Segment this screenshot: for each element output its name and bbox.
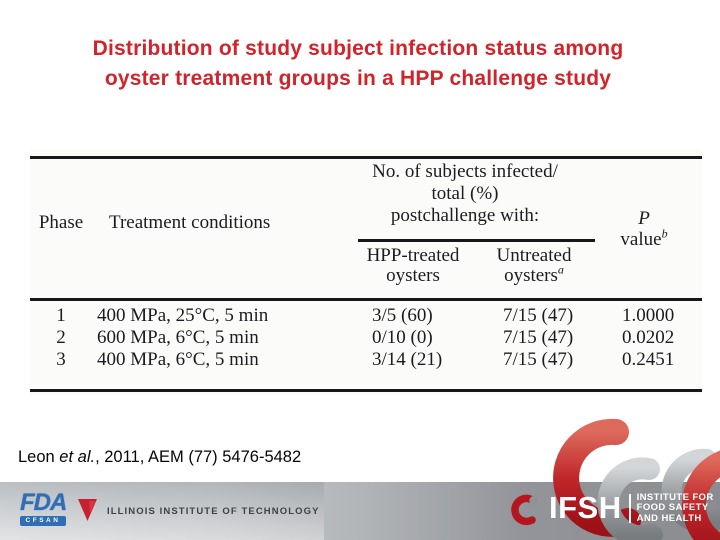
- citation-et-al: et al.: [59, 448, 96, 466]
- slide-title-line2: oyster treatment groups in a HPP challen…: [104, 67, 612, 90]
- p-header-symbol: P: [638, 208, 650, 229]
- hpp-header-line1: HPP-treated: [366, 245, 460, 266]
- ifsh-divider: [628, 493, 631, 523]
- table-cell-treatment: 600 MPa, 6°C, 5 min: [97, 327, 259, 348]
- red-swoosh-arc-edge: [682, 451, 720, 540]
- iit-logo-text: ILLINOIS INSTITUTE OF TECHNOLOGY: [107, 505, 320, 517]
- table-cell-treatment: 400 MPa, 6°C, 5 min: [97, 349, 259, 370]
- group-header-line1: No. of subjects infected/: [372, 161, 558, 182]
- cfsan-logo-text: CFSAN: [20, 516, 66, 526]
- ifsh-name-line1: INSTITUTE FOR: [636, 491, 714, 503]
- table-cell-p-value: 1.0000: [622, 305, 675, 326]
- ifsh-name-line2: FOOD SAFETY: [636, 502, 709, 514]
- ifsh-logo: IFSH INSTITUTE FOR FOOD SAFETY AND HEALT…: [505, 487, 714, 529]
- table-cell-hpp: 3/14 (21): [372, 349, 443, 370]
- table-cell-p-value: 0.2451: [622, 349, 675, 370]
- table-rule-header-bottom: [30, 298, 702, 301]
- iit-triangle-icon: [78, 499, 97, 521]
- fda-logo-text: FDA: [20, 489, 67, 516]
- column-header-untreated: Untreated oystersa: [474, 246, 594, 286]
- citation-source: , 2011, AEM (77) 5476-5482: [95, 448, 302, 466]
- iit-logo: ILLINOIS INSTITUTE OF TECHNOLOGY: [78, 498, 320, 522]
- group-header-line2: total (%): [431, 183, 499, 204]
- table-cell-hpp: 0/10 (0): [372, 327, 433, 348]
- hpp-header-line2: oysters: [386, 265, 440, 286]
- table-cell-phase: 3: [56, 349, 66, 370]
- untreated-header-line2: oysters: [504, 265, 558, 286]
- fda-cfsan-logo: FDA CFSAN: [20, 489, 67, 526]
- table-cell-p-value: 0.0202: [622, 327, 675, 348]
- table-rule-top: [30, 156, 702, 159]
- column-header-hpp-treated: HPP-treated oysters: [353, 246, 473, 286]
- ifsh-full-name: INSTITUTE FOR FOOD SAFETY AND HEALTH: [637, 492, 714, 525]
- table-rule-group-header: [358, 239, 595, 242]
- table-cell-untreated: 7/15 (47): [503, 327, 574, 348]
- ifsh-acronym-text: IFSH: [549, 490, 622, 525]
- slide-title: Distribution of study subject infection …: [30, 34, 686, 94]
- table-cell-phase: 1: [56, 305, 66, 326]
- footnote-marker-b: b: [661, 226, 668, 241]
- footnote-marker-a: a: [557, 262, 564, 277]
- p-header-word: value: [620, 229, 662, 250]
- citation: Leon et al., 2011, AEM (77) 5476-5482: [18, 448, 301, 467]
- group-header-line3: postchallenge with:: [390, 205, 540, 226]
- table-cell-untreated: 7/15 (47): [503, 349, 574, 370]
- citation-authors: Leon: [18, 448, 60, 466]
- table-cell-phase: 2: [56, 327, 66, 348]
- column-header-phase: Phase: [38, 212, 84, 233]
- ifsh-logo-mark-icon: [511, 494, 538, 526]
- table-cell-treatment: 400 MPa, 25°C, 5 min: [97, 305, 269, 326]
- column-header-treatment: Treatment conditions: [109, 212, 271, 233]
- ifsh-name-line3: AND HEALTH: [636, 512, 702, 524]
- table-cell-untreated: 7/15 (47): [503, 305, 574, 326]
- table-rule-bottom: [30, 389, 702, 392]
- brand-swoosh-decoration: [553, 418, 720, 540]
- slide-title-line1: Distribution of study subject infection …: [92, 37, 624, 60]
- journal-table: Phase Treatment conditions No. of subjec…: [30, 150, 702, 395]
- column-header-p-value: P valueb: [594, 208, 694, 250]
- untreated-header-line1: Untreated: [496, 245, 572, 266]
- gray-swoosh-arc: [597, 457, 663, 540]
- column-group-header: No. of subjects infected/ total (%) post…: [330, 161, 600, 227]
- table-cell-hpp: 3/5 (60): [372, 305, 433, 326]
